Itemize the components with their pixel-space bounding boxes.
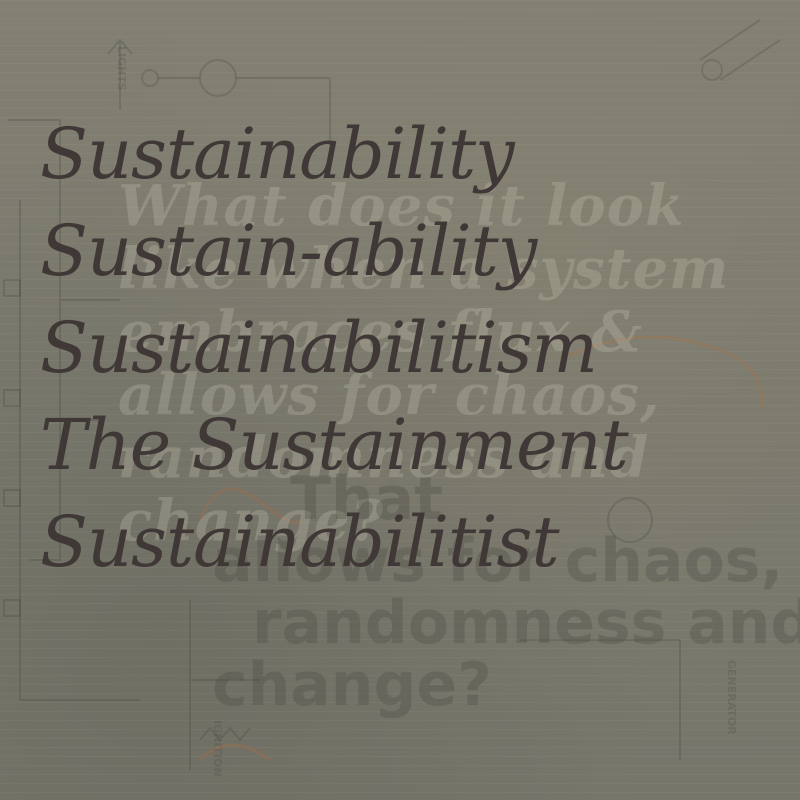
word-sustainabilitism: Sustainabilitism <box>40 307 598 389</box>
gauge-symbol-icon <box>607 497 653 543</box>
terminal-icon <box>141 69 159 87</box>
schematic-label-ignition: IGNITION <box>211 720 224 777</box>
schematic-label-lights: LIGHTS <box>115 46 128 91</box>
background-line: That <box>290 464 443 534</box>
background-line: allows for chaos, <box>212 526 784 596</box>
word-sustain-ability: Sustain-ability <box>40 210 537 292</box>
background-line: embraces flux & <box>118 299 644 365</box>
background-line: allows for chaos, <box>118 362 661 428</box>
background-question-light: What does it look like when a system emb… <box>118 175 758 553</box>
background-line: What does it look <box>118 173 685 239</box>
lamp-symbol-icon <box>199 59 237 97</box>
word-the-sustainment: The Sustainment <box>40 404 629 486</box>
orange-loop-mark <box>559 335 764 411</box>
background-line: change? <box>118 488 385 554</box>
background-line: change? <box>212 650 492 720</box>
sustainability-word-list: Sustainability Sustain-ability Sustainab… <box>40 106 780 591</box>
schematic-label-generator: GENERATOR <box>725 660 738 735</box>
background-line: like when a system <box>118 236 730 302</box>
word-sustainability: Sustainability <box>40 113 515 195</box>
background-line: randomness and <box>252 588 800 658</box>
orange-wire-mark <box>198 487 302 524</box>
background-line: randomness and <box>118 425 650 491</box>
word-sustainabilitist: Sustainabilitist <box>40 501 560 583</box>
background-question-dark: That allows for chaos, randomness and ch… <box>212 464 800 720</box>
